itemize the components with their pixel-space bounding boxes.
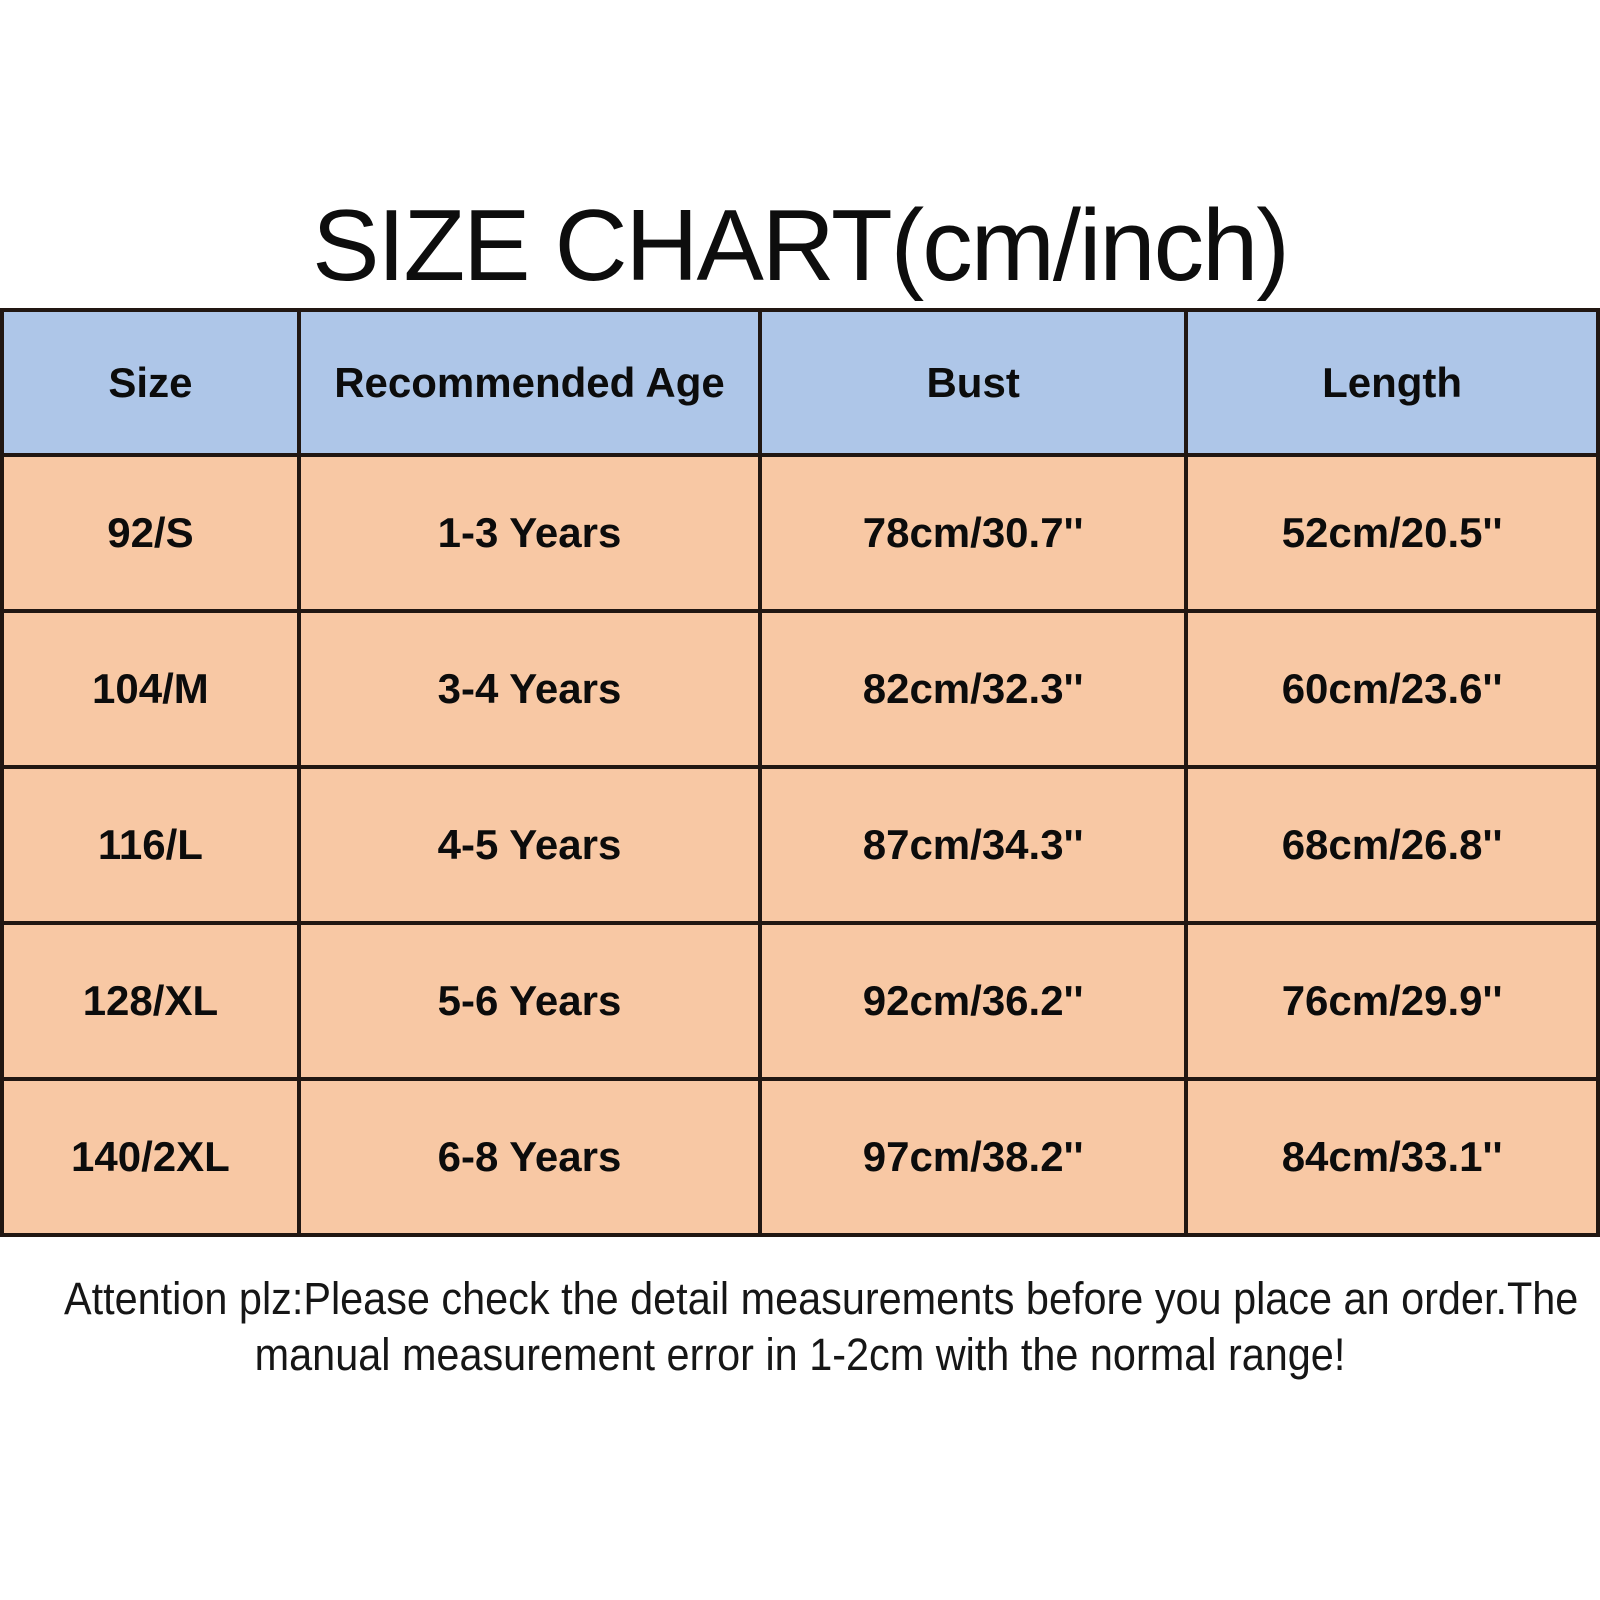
cell-length: 60cm/23.6'' [1184, 609, 1600, 769]
cell-bust: 97cm/38.2'' [758, 1077, 1189, 1237]
page-title: SIZE CHART(cm/inch) [312, 189, 1290, 302]
column-header-length: Length [1184, 308, 1600, 457]
cell-bust: 82cm/32.3'' [758, 609, 1189, 769]
cell-length: 76cm/29.9'' [1184, 921, 1600, 1081]
cell-size: 92/S [0, 453, 301, 613]
table-row: 104/M 3-4 Years 82cm/32.3'' 60cm/23.6'' [0, 609, 1600, 769]
cell-age: 5-6 Years [296, 921, 763, 1081]
cell-bust: 92cm/36.2'' [758, 921, 1189, 1081]
column-header-recommended-age: Recommended Age [296, 308, 763, 457]
attention-note-line-1: Attention plz:Please check the detail me… [64, 1273, 1579, 1324]
cell-size: 116/L [0, 765, 301, 925]
cell-size: 128/XL [0, 921, 301, 1081]
cell-length: 52cm/20.5'' [1184, 453, 1600, 613]
cell-size: 104/M [0, 609, 301, 769]
cell-age: 6-8 Years [296, 1077, 763, 1237]
cell-age: 4-5 Years [296, 765, 763, 925]
title-area: SIZE CHART(cm/inch) [0, 0, 1600, 308]
cell-age: 3-4 Years [296, 609, 763, 769]
attention-note-line-2: manual measurement error in 1-2cm with t… [254, 1329, 1346, 1380]
table-header-row: Size Recommended Age Bust Length [0, 308, 1600, 457]
cell-age: 1-3 Years [296, 453, 763, 613]
column-header-bust: Bust [758, 308, 1189, 457]
table-row: 116/L 4-5 Years 87cm/34.3'' 68cm/26.8'' [0, 765, 1600, 925]
cell-bust: 87cm/34.3'' [758, 765, 1189, 925]
cell-length: 84cm/33.1'' [1184, 1077, 1600, 1237]
cell-bust: 78cm/30.7'' [758, 453, 1189, 613]
cell-size: 140/2XL [0, 1077, 301, 1237]
column-header-size: Size [0, 308, 301, 457]
size-chart-table: Size Recommended Age Bust Length 92/S 1-… [0, 308, 1600, 1237]
cell-length: 68cm/26.8'' [1184, 765, 1600, 925]
table-row: 140/2XL 6-8 Years 97cm/38.2'' 84cm/33.1'… [0, 1077, 1600, 1237]
table-row: 92/S 1-3 Years 78cm/30.7'' 52cm/20.5'' [0, 453, 1600, 613]
attention-note: Attention plz:Please check the detail me… [0, 1271, 1600, 1383]
table-row: 128/XL 5-6 Years 92cm/36.2'' 76cm/29.9'' [0, 921, 1600, 1081]
